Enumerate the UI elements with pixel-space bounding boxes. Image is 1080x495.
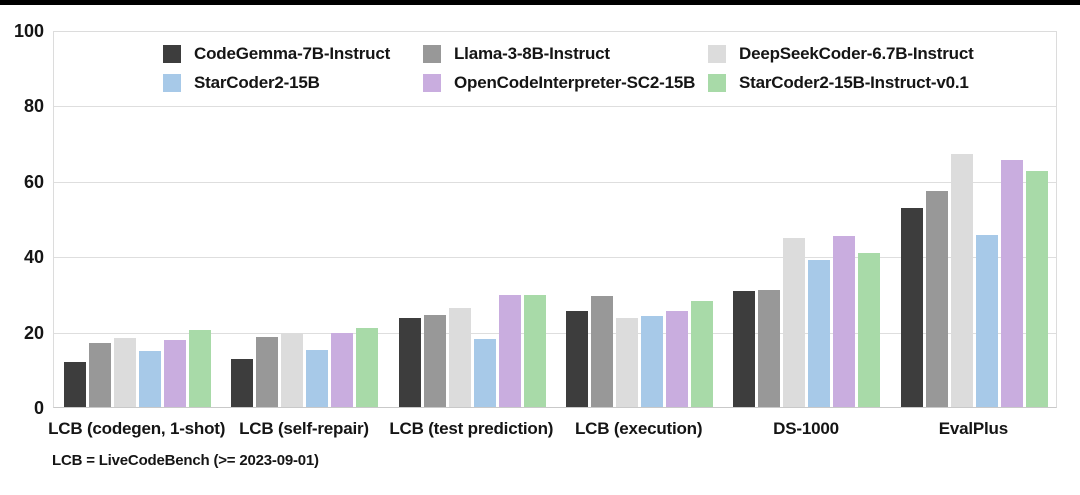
bar — [758, 290, 781, 407]
bar — [858, 253, 881, 407]
legend-swatch-icon — [163, 44, 181, 63]
bar — [89, 343, 112, 407]
bar — [641, 316, 664, 407]
bar-group — [556, 32, 723, 407]
bar — [473, 338, 496, 407]
legend-swatch-icon — [708, 44, 726, 63]
bar — [566, 311, 589, 407]
bar — [306, 349, 329, 407]
bar — [64, 362, 87, 407]
bar — [423, 315, 446, 407]
legend-item: StarCoder2-15B — [163, 73, 423, 92]
x-axis-category-label: LCB (codegen, 1-shot) — [48, 419, 226, 438]
bar — [925, 190, 948, 407]
legend-item: DeepSeekCoder-6.7B-Instruct — [708, 44, 974, 63]
legend-swatch-icon — [423, 73, 441, 92]
bar — [523, 294, 546, 407]
legend-item: CodeGemma-7B-Instruct — [163, 44, 423, 63]
legend-item: StarCoder2-15B-Instruct-v0.1 — [708, 73, 974, 92]
y-axis-tick-label: 60 — [23, 171, 44, 192]
bar — [231, 359, 254, 407]
bar — [139, 351, 162, 407]
plot-area — [53, 31, 1057, 408]
bar — [398, 317, 421, 407]
bar-group — [221, 32, 388, 407]
y-axis-tick-label: 40 — [23, 247, 44, 268]
bar — [733, 290, 756, 407]
bar — [356, 328, 379, 407]
legend-swatch-icon — [708, 73, 726, 92]
legend-item-label: StarCoder2-15B — [194, 72, 320, 92]
x-axis-category-label: LCB (execution) — [574, 419, 703, 438]
y-axis-tick-label: 20 — [23, 322, 44, 343]
bar — [189, 330, 212, 407]
bar — [666, 310, 689, 407]
bar — [256, 337, 279, 407]
bar-group — [389, 32, 556, 407]
bar — [900, 207, 923, 407]
legend: CodeGemma-7B-Instruct Llama-3-8B-Instruct… — [163, 44, 974, 92]
bar — [498, 295, 521, 407]
legend-item: Llama-3-8B-Instruct — [423, 44, 708, 63]
x-axis-category-label: LCB (test prediction) — [389, 419, 554, 438]
legend-item-label: DeepSeekCoder-6.7B-Instruct — [739, 43, 974, 63]
bar — [975, 235, 998, 407]
bar — [1025, 171, 1048, 407]
footnote: LCB = LiveCodeBench (>= 2023-09-01) — [52, 452, 319, 469]
bar — [783, 238, 806, 407]
y-axis-tick-label: 100 — [13, 21, 44, 41]
x-axis-category-label: LCB (self-repair) — [239, 419, 369, 438]
legend-item-label: StarCoder2-15B-Instruct-v0.1 — [739, 72, 969, 92]
bar — [1000, 160, 1023, 407]
bar — [164, 339, 187, 407]
gridline — [54, 257, 1056, 259]
bar — [331, 333, 354, 407]
gridline — [54, 106, 1056, 108]
bar — [833, 236, 856, 407]
bar-group — [54, 32, 221, 407]
bar — [691, 301, 714, 407]
bar — [616, 317, 639, 407]
window-top-border — [0, 0, 1080, 5]
legend-swatch-icon — [163, 73, 181, 92]
bar-group — [891, 32, 1058, 407]
gridline — [54, 332, 1056, 334]
legend-item-label: CodeGemma-7B-Instruct — [194, 43, 391, 63]
bar — [950, 154, 973, 407]
bar — [114, 338, 137, 407]
bar — [448, 307, 471, 407]
bar-group — [723, 32, 890, 407]
x-axis-category-label: DS-1000 — [773, 419, 839, 438]
y-axis-tick-label: 80 — [23, 96, 44, 117]
bar — [808, 259, 831, 407]
bar — [281, 332, 304, 407]
gridline — [54, 181, 1056, 183]
legend-item-label: Llama-3-8B-Instruct — [454, 43, 610, 63]
x-axis-category-label: EvalPlus — [938, 419, 1008, 438]
legend-swatch-icon — [423, 44, 441, 63]
legend-item-label: OpenCodeInterpreter-SC2-15B — [454, 72, 696, 92]
legend-item: OpenCodeInterpreter-SC2-15B — [423, 73, 708, 92]
y-axis-tick-label: 0 — [33, 398, 44, 418]
bar — [591, 295, 614, 407]
